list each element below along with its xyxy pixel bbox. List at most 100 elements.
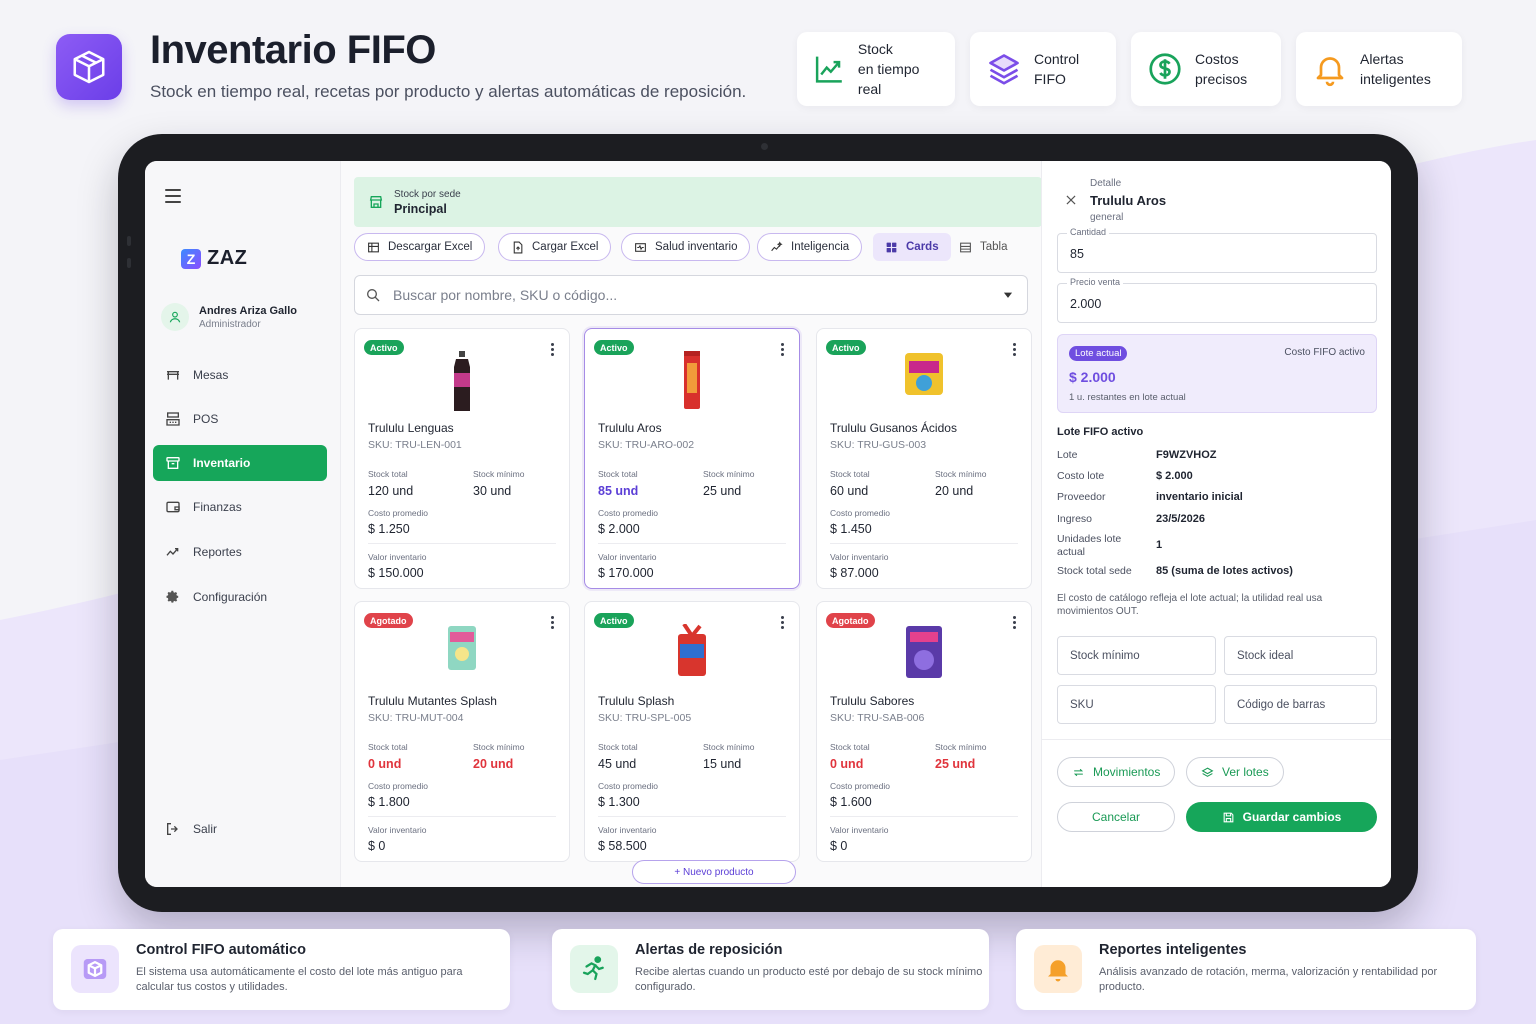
stock-total-label: Stock total <box>368 469 408 479</box>
site-banner[interactable]: Stock por sede Principal <box>354 177 1042 227</box>
store-icon <box>369 196 383 208</box>
kv-key: Unidades lote actual <box>1057 533 1122 558</box>
stock-total-label: Stock total <box>368 742 408 752</box>
stock-min-label: Stock mínimo <box>473 469 525 479</box>
view-table-button[interactable]: Tabla <box>947 233 1020 261</box>
feature-line1: Costos <box>1195 51 1239 67</box>
download-excel-button[interactable]: Descargar Excel <box>354 233 486 261</box>
field-label: Precio venta <box>1067 277 1124 287</box>
divider <box>830 543 1018 544</box>
table-icon <box>167 371 179 380</box>
button-label: Salud inventario <box>655 241 738 253</box>
stock-total-value: 45 und <box>598 757 637 771</box>
chart-line-icon <box>815 56 842 83</box>
field-label: Cantidad <box>1067 227 1110 237</box>
more-options-icon[interactable] <box>551 616 555 631</box>
user-profile[interactable]: Andres Ariza Gallo Administrador <box>161 303 297 331</box>
bottom-card-fifo: Control FIFO automático El sistema usa a… <box>53 929 510 1010</box>
upload-excel-button[interactable]: Cargar Excel <box>498 233 612 261</box>
sidebar-item-label: Mesas <box>193 368 229 382</box>
product-card[interactable]: Agotado Trululu Mutantes Splash SKU: TRU-M… <box>354 601 570 862</box>
cost-avg-value: $ 2.000 <box>598 522 640 536</box>
cost-avg-value: $ 1.600 <box>830 795 872 809</box>
cancel-button[interactable]: Cancelar <box>1057 802 1175 832</box>
save-button[interactable]: Guardar cambios <box>1186 802 1377 832</box>
button-label: Inteligencia <box>791 241 850 253</box>
search-input[interactable] <box>393 287 989 303</box>
sidebar-item-label: Finanzas <box>193 500 242 514</box>
stock-total-value: 0 und <box>368 757 402 771</box>
layers-icon <box>1201 767 1214 777</box>
cost-avg-label: Costo promedio <box>598 781 659 791</box>
product-card[interactable]: Activo Trululu Gusanos Ácidos SKU: TRU-GUS… <box>816 328 1032 589</box>
sidebar-item-inventario[interactable]: Inventario <box>153 445 327 481</box>
divider <box>598 543 786 544</box>
logout-button[interactable]: Salir <box>153 811 327 847</box>
intelligence-button[interactable]: Inteligencia <box>757 233 863 261</box>
kv-key: Proveedor <box>1057 491 1106 503</box>
logout-icon <box>167 823 178 835</box>
sidebar-item-finanzas[interactable]: Finanzas <box>153 489 327 525</box>
more-options-icon[interactable] <box>781 616 785 631</box>
current-lot-cost: $ 2.000 <box>1069 369 1116 385</box>
user-name: Andres Ariza Gallo <box>199 304 298 317</box>
sidebar-item-label: Reportes <box>193 545 242 559</box>
inventory-value-label: Valor inventario <box>598 552 657 562</box>
status-badge: Activo <box>594 340 634 355</box>
new-product-button[interactable]: + Nuevo producto <box>632 860 796 884</box>
button-label: Ver lotes <box>1222 765 1269 779</box>
detail-overline: Detalle <box>1090 178 1122 189</box>
movements-button[interactable]: Movimientos <box>1057 757 1176 787</box>
cost-avg-label: Costo promedio <box>368 508 429 518</box>
more-options-icon[interactable] <box>551 343 555 358</box>
product-card[interactable]: Agotado Trululu Sabores SKU: TRU-SAB-006 St… <box>816 601 1032 862</box>
quantity-field[interactable]: Cantidad 85 <box>1057 227 1377 273</box>
feature-costs: Costos precisos <box>1131 32 1281 106</box>
product-name: Trululu Splash <box>598 694 675 708</box>
spreadsheet-icon <box>368 242 379 252</box>
view-cards-button[interactable]: Cards <box>873 233 951 261</box>
product-card[interactable]: Activo Trululu Lenguas SKU: TRU-LEN-001 Sto… <box>354 328 570 589</box>
sku-field[interactable]: SKU <box>1057 685 1216 724</box>
bell-icon <box>1034 945 1082 993</box>
divider <box>368 543 556 544</box>
cost-avg-value: $ 1.800 <box>368 795 410 809</box>
feature-line1: Stock <box>857 41 893 57</box>
sidebar-item-pos[interactable]: POS <box>153 401 327 437</box>
chevron-down-icon[interactable] <box>1001 288 1015 302</box>
cost-avg-label: Costo promedio <box>830 508 891 518</box>
divider <box>1042 739 1391 740</box>
brand: Z ZAZ <box>181 247 247 270</box>
product-name: Trululu Lenguas <box>368 421 454 435</box>
logout-label: Salir <box>193 822 218 836</box>
field-value: 2.000 <box>1070 297 1102 311</box>
feature-line2: inteligentes <box>1360 71 1431 87</box>
cost-avg-label: Costo promedio <box>598 508 659 518</box>
barcode-field[interactable]: Código de barras <box>1224 685 1377 724</box>
more-options-icon[interactable] <box>781 343 785 358</box>
kv-value: 85 (suma de lotes activos) <box>1156 565 1293 577</box>
product-card[interactable]: Activo Trululu Aros SKU: TRU-ARO-002 Stock … <box>584 328 800 589</box>
brand-name: ZAZ <box>207 247 248 269</box>
product-card[interactable]: Activo Trululu Splash SKU: TRU-SPL-005 Stoc… <box>584 601 800 862</box>
feature-line2: FIFO <box>1034 71 1066 87</box>
stock-ideal-field[interactable]: Stock ideal <box>1224 636 1377 675</box>
inventory-value-label: Valor inventario <box>368 552 427 562</box>
inventory-value: $ 150.000 <box>368 566 424 580</box>
button-label: Guardar cambios <box>1242 810 1342 824</box>
stock-min-value: 15 und <box>703 757 742 771</box>
inventory-health-button[interactable]: Salud inventario <box>621 233 751 261</box>
more-options-icon[interactable] <box>1013 343 1017 358</box>
stock-min-field[interactable]: Stock mínimo <box>1057 636 1216 675</box>
bottom-card-title: Control FIFO automático <box>136 942 306 958</box>
menu-icon[interactable] <box>165 189 181 207</box>
more-options-icon[interactable] <box>1013 616 1017 631</box>
price-field[interactable]: Precio venta 2.000 <box>1057 277 1377 323</box>
sidebar-item-reportes[interactable]: Reportes <box>153 534 327 570</box>
sidebar-item-configuracion[interactable]: Configuración <box>153 579 327 615</box>
close-icon[interactable] <box>1064 193 1078 207</box>
view-lots-button[interactable]: Ver lotes <box>1186 757 1284 787</box>
kv-value: 23/5/2026 <box>1156 513 1205 525</box>
sidebar-item-mesas[interactable]: Mesas <box>153 357 327 393</box>
stock-min-value: 25 und <box>703 484 742 498</box>
